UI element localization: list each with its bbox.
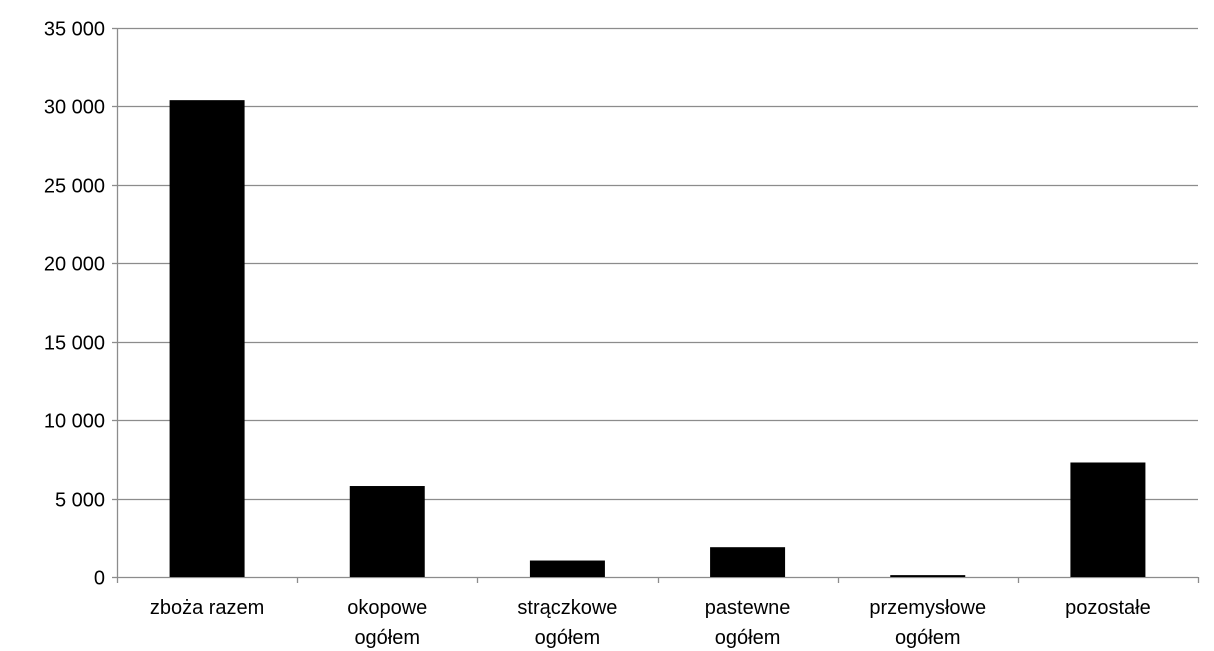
- bar: [169, 100, 245, 577]
- x-category-label: zboża razem: [150, 597, 265, 619]
- y-tick-label: 10 000: [44, 411, 105, 433]
- y-tick-label: 5 000: [55, 490, 105, 512]
- x-category-label-line: ogółem: [354, 627, 420, 649]
- x-category-label: strączkowe ogółem: [517, 597, 617, 649]
- x-category-label-line: przemysłowe: [869, 597, 986, 619]
- x-category-label-line: okopowe: [347, 597, 427, 619]
- x-category-label-line: zboża razem: [150, 597, 265, 619]
- y-tick-label: 20 000: [44, 254, 105, 276]
- bar: [710, 547, 786, 577]
- bars: [169, 100, 1146, 577]
- bar: [529, 560, 605, 577]
- bar: [1070, 462, 1146, 577]
- y-tick-labels: 0 5 000 10 000 15 000 20 000 25 000 30 000 35 0…: [44, 19, 105, 590]
- x-category-label-line: pastewne: [705, 597, 791, 619]
- gridlines: [117, 27, 1198, 501]
- x-category-label-line: ogółem: [715, 627, 781, 649]
- y-tick-label: 0: [94, 568, 105, 590]
- y-tick-label: 35 000: [44, 19, 105, 41]
- x-category-label: przemysłowe ogółem: [869, 597, 986, 649]
- bar: [349, 486, 425, 577]
- axes: [112, 27, 1200, 583]
- bar: [890, 575, 966, 577]
- x-category-label-line: pozostałe: [1065, 597, 1151, 619]
- x-category-labels: zboża razem okopowe ogółem strączkowe ogółem…: [150, 597, 1151, 649]
- x-category-label: okopowe ogółem: [347, 597, 427, 649]
- y-tick-label: 25 000: [44, 176, 105, 198]
- x-category-label-line: ogółem: [895, 627, 961, 649]
- x-category-label-line: strączkowe: [517, 597, 617, 619]
- y-tick-label: 15 000: [44, 333, 105, 355]
- x-category-label: pozostałe: [1065, 597, 1151, 619]
- x-category-label: pastewne ogółem: [705, 597, 791, 649]
- x-category-label-line: ogółem: [535, 627, 601, 649]
- y-tick-label: 30 000: [44, 97, 105, 119]
